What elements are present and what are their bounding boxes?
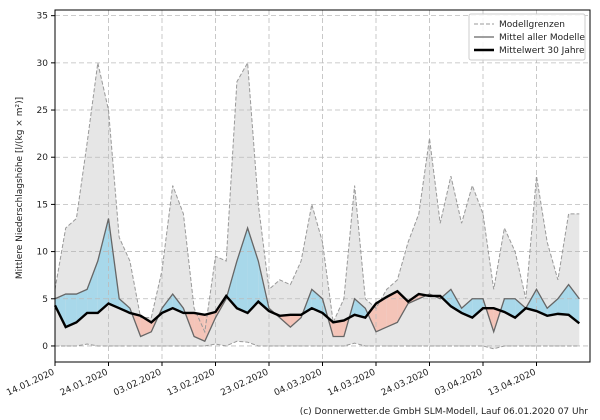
above-normal-fill [97,218,109,313]
model-mean-line [54,218,580,343]
below-normal-fill [333,320,344,337]
legend-label: Mittel aller Modelle [499,33,585,43]
x-tick-label: 24.01.2020 [59,368,110,399]
below-normal-fill [376,296,387,332]
x-tick-label: 14.03.2020 [326,368,377,399]
above-normal-fill [247,227,259,313]
x-tick-label: 14.01.2020 [5,368,56,399]
legend: Modellgrenzen Mittel aller Modelle Mittelw… [468,13,586,61]
above-normal-fill [557,284,569,315]
legend-frame [468,13,586,61]
climate-mean-line [53,289,581,329]
above-normal-fill [441,289,451,307]
x-tick-label: 13.02.2020 [166,368,217,399]
y-tick-label: 35 [37,12,48,22]
above-normal-fill [536,289,548,316]
legend-label: Mittelwert 30 Jahre [499,46,585,56]
footer: (c) Donnerwetter.de GmbH SLM-Modell, Lau… [300,407,589,417]
above-normal-fill [311,289,323,313]
y-tick-label: 30 [37,59,49,69]
above-normal-fill [55,294,66,328]
above-normal-fill [472,298,483,318]
above-normal-fill [547,298,558,316]
y-tick-label: 0 [42,342,48,352]
x-tick-label: 23.02.2020 [219,368,270,399]
below-normal-fill [367,303,376,332]
y-tick-label: 20 [37,153,49,163]
plot-frame [54,9,591,363]
legend-label: Modellgrenzen [499,20,565,30]
x-tick-label: 04.03.2020 [273,368,324,399]
y-tick-label: 25 [37,106,48,116]
x-tick-label: 13.04.2020 [487,368,538,399]
x-tick-label: 03.04.2020 [433,368,484,399]
model-lower-line [55,340,580,350]
model-range-band [55,62,580,349]
y-tick-label: 10 [37,248,49,258]
above-normal-fill [236,227,248,313]
above-normal-fill [87,261,98,313]
y-tick-label: 5 [42,295,48,305]
x-tick-label: 24.03.2020 [380,368,431,399]
y-axis-label: Mittlere Niederschlagshöhe [l/(kg × m²)] [15,97,25,279]
above-normal-fill [354,298,366,318]
x-tick-label: 03.02.2020 [112,368,163,399]
above-normal-fill [568,284,580,324]
below-normal-fill [386,291,398,328]
y-tick-label: 15 [37,200,48,210]
above-normal-fill [226,261,237,309]
below-normal-fill [194,312,205,342]
above-normal-fill [65,294,77,328]
above-normal-fill [515,298,526,318]
